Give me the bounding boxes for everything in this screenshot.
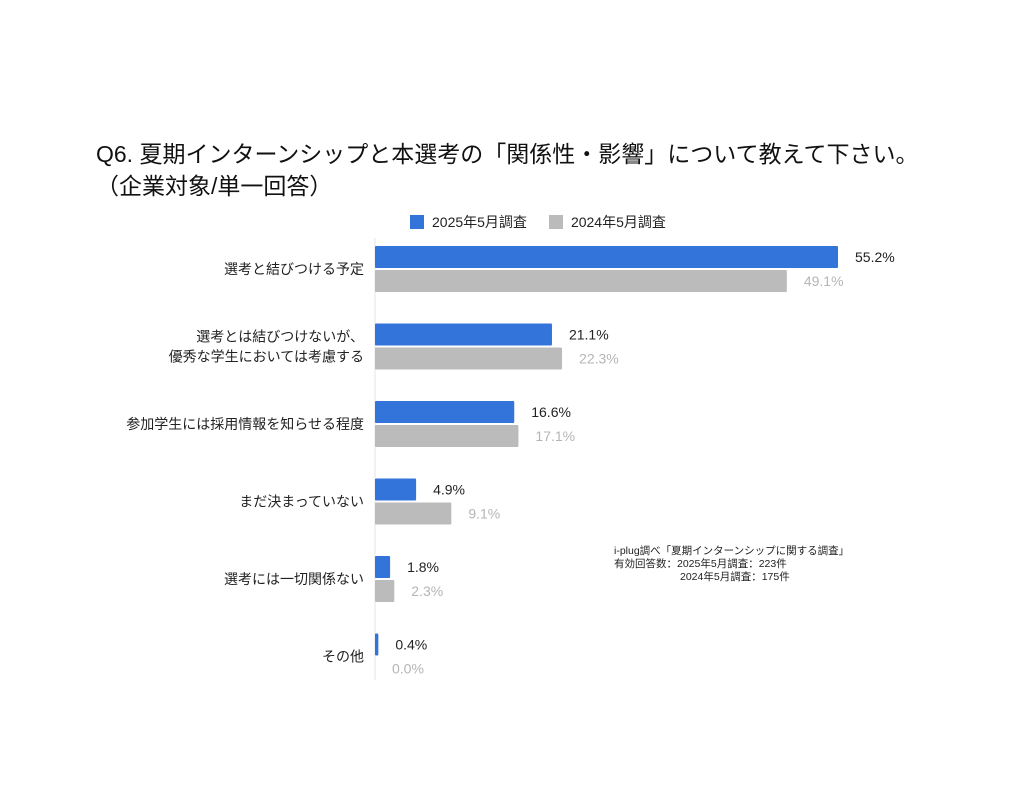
bar-2024: [375, 580, 395, 602]
chart-title: Q6. 夏期インターンシップと本選考の「関係性・影響」について教えて下さい。 （…: [96, 138, 918, 202]
data-label: 2.3%: [411, 583, 443, 599]
legend-item-2024: 2024年5月調査: [548, 212, 666, 232]
data-label: 17.1%: [535, 428, 575, 444]
note-line: 有効回答数：2025年5月調査：223件: [614, 558, 787, 570]
category-label: 選考とは結びつけないが、: [196, 329, 364, 345]
bar-2025: [375, 633, 379, 656]
legend-label: 2025年5月調査: [432, 214, 527, 230]
bar-2025: [375, 556, 391, 578]
data-label: 0.4%: [395, 637, 427, 653]
data-label: 4.9%: [433, 482, 465, 498]
legend-swatch: [548, 215, 563, 229]
category-label: その他: [322, 649, 364, 665]
note-line: i-plug調べ「夏期インターンシップに関する調査」: [614, 545, 850, 557]
category-label: 選考には一切関係ない: [224, 571, 364, 587]
bar-2025: [375, 401, 515, 423]
data-label: 0.0%: [392, 661, 424, 677]
legend-swatch: [410, 215, 424, 229]
data-label: 22.3%: [579, 351, 619, 367]
data-label: 1.8%: [407, 559, 439, 575]
data-label: 21.1%: [569, 327, 609, 343]
title-line: Q6. 夏期インターンシップと本選考の「関係性・影響」について教えて下さい。: [96, 141, 919, 167]
category-label: まだ決まっていない: [239, 494, 364, 510]
bar-2025: [375, 323, 552, 346]
bar-2025: [375, 478, 417, 501]
legend-label: 2024年5月調査: [570, 214, 666, 230]
data-label: 55.2%: [855, 249, 895, 265]
legend: 2025年5月調査 2024年5月調査: [410, 212, 666, 232]
note-line: 2024年5月調査：175件: [680, 571, 790, 583]
bar-2024: [375, 425, 519, 447]
legend-item-2025: 2025年5月調査: [410, 212, 527, 232]
category-label: 選考と結びつける予定: [224, 261, 364, 277]
data-label: 49.1%: [804, 273, 844, 289]
bar-2024: [375, 270, 787, 292]
data-label: 9.1%: [468, 506, 500, 522]
bar-2024: [375, 347, 563, 370]
bar-2025: [375, 246, 838, 268]
category-label: 優秀な学生においては考慮する: [169, 349, 364, 365]
source-note: i-plug調べ「夏期インターンシップに関する調査」 有効回答数：2025年5月…: [614, 545, 849, 584]
category-label: 参加学生には採用情報を知らせる程度: [126, 416, 364, 432]
data-label: 16.6%: [531, 404, 571, 420]
bar-2024: [375, 502, 452, 525]
subtitle-line: （企業対象/単一回答）: [96, 173, 333, 199]
